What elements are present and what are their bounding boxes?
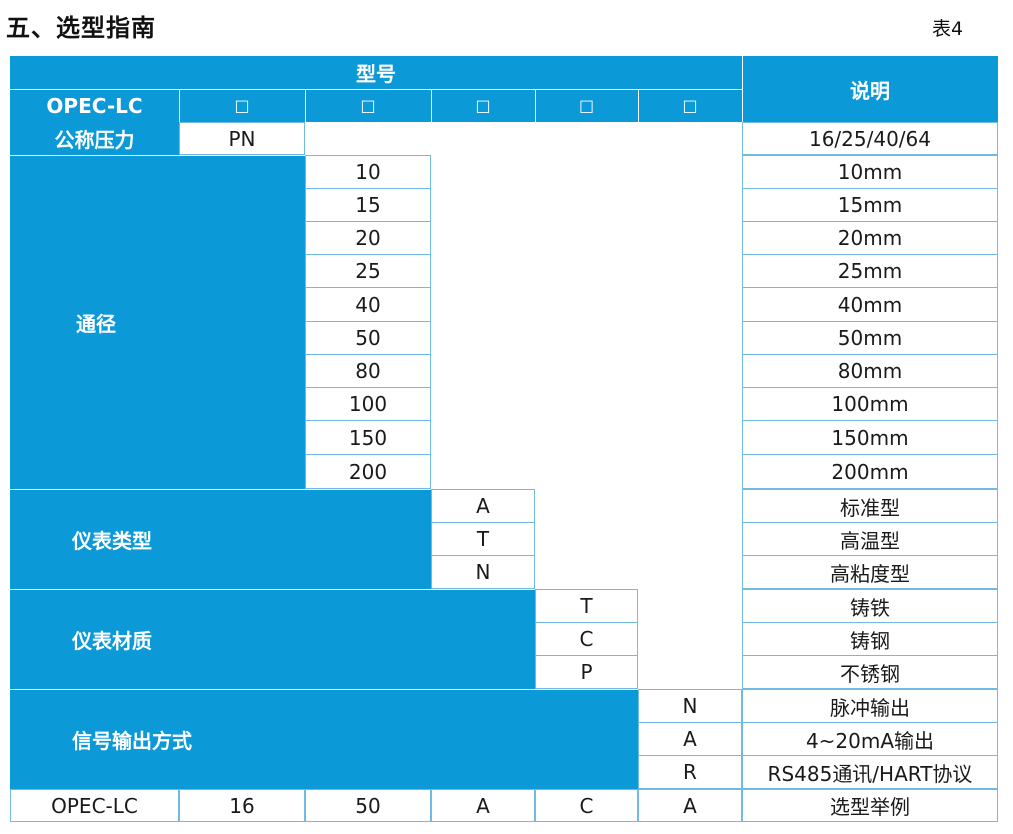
meter-type-desc-high-temp: 高温型 [742, 522, 998, 556]
diameter-code-200: 200 [305, 454, 431, 489]
meter-material-desc-stainless: 不锈钢 [742, 655, 998, 689]
table-number: 表4 [932, 18, 964, 40]
meter-material-code-t: T [535, 589, 638, 623]
meter-type-desc-standard: 标准型 [742, 489, 998, 523]
example-desc: 选型举例 [742, 789, 998, 822]
diameter-desc-25: 25mm [742, 254, 998, 288]
diameter-desc-100: 100mm [742, 387, 998, 421]
diameter-label: 通径 [10, 155, 305, 489]
slot-3-header: □ [431, 89, 535, 122]
example-model-code: OPEC-LC [10, 789, 179, 822]
meter-type-label: 仪表类型 [10, 489, 431, 589]
meter-type-code-t: T [431, 522, 535, 556]
page-title: 五、选型指南 [6, 14, 156, 42]
diameter-code-100: 100 [305, 387, 431, 421]
example-meter-type: A [431, 789, 535, 822]
meter-material-desc-cast-iron: 铸铁 [742, 589, 998, 623]
diameter-desc-10: 10mm [742, 155, 998, 189]
diameter-desc-80: 80mm [742, 354, 998, 388]
meter-material-code-c: C [535, 622, 638, 656]
example-pressure: 16 [179, 789, 305, 822]
model-code-header: OPEC-LC [10, 89, 179, 122]
slot-2-header: □ [305, 89, 431, 122]
example-diameter: 50 [305, 789, 431, 822]
pressure-label: 公称压力 [10, 122, 179, 155]
diameter-desc-200: 200mm [742, 454, 998, 489]
diameter-code-40: 40 [305, 287, 431, 322]
diameter-desc-20: 20mm [742, 221, 998, 255]
diameter-code-80: 80 [305, 354, 431, 388]
signal-output-label: 信号输出方式 [10, 689, 638, 789]
diameter-code-20: 20 [305, 221, 431, 255]
diameter-code-25: 25 [305, 254, 431, 288]
meter-type-code-n: N [431, 555, 535, 589]
signal-output-code-r: R [638, 755, 742, 789]
signal-output-desc-rs485-hart: RS485通讯/HART协议 [742, 755, 998, 789]
diameter-code-50: 50 [305, 321, 431, 355]
diameter-code-150: 150 [305, 420, 431, 455]
example-meter-material: C [535, 789, 638, 822]
diameter-desc-150: 150mm [742, 420, 998, 455]
diameter-desc-40: 40mm [742, 287, 998, 322]
slot-1-header: □ [179, 89, 305, 122]
signal-output-desc-4-20ma: 4~20mA输出 [742, 722, 998, 756]
signal-output-code-n: N [638, 689, 742, 723]
example-signal-output: A [638, 789, 742, 822]
slot-4-header: □ [535, 89, 638, 122]
diameter-code-10: 10 [305, 155, 431, 189]
diameter-desc-50: 50mm [742, 321, 998, 355]
meter-type-desc-high-viscosity: 高粘度型 [742, 555, 998, 589]
slot-5-header: □ [638, 89, 742, 122]
meter-material-code-p: P [535, 655, 638, 689]
description-header: 说明 [742, 56, 998, 122]
diameter-code-15: 15 [305, 188, 431, 222]
meter-material-label: 仪表材质 [10, 589, 535, 689]
meter-material-desc-cast-steel: 铸钢 [742, 622, 998, 656]
signal-output-code-a: A [638, 722, 742, 756]
meter-type-code-a: A [431, 489, 535, 523]
pressure-code: PN [179, 122, 305, 155]
model-header: 型号 [10, 56, 742, 89]
signal-output-desc-pulse: 脉冲输出 [742, 689, 998, 723]
pressure-desc: 16/25/40/64 [742, 122, 998, 155]
diameter-desc-15: 15mm [742, 188, 998, 222]
